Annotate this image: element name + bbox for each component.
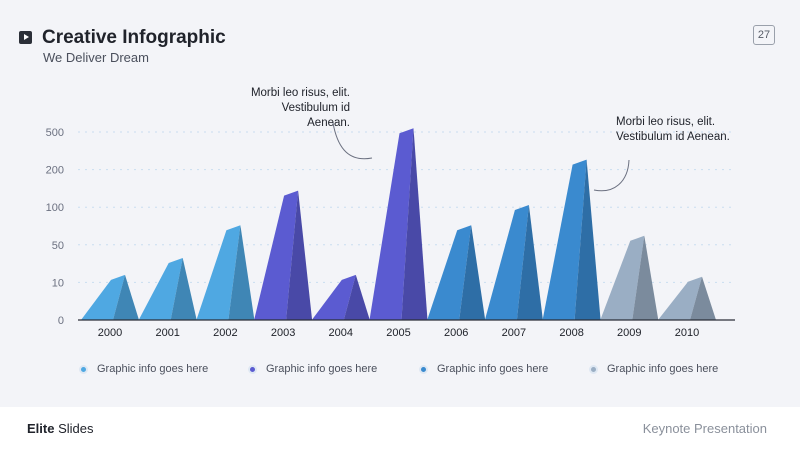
bar-face-side [170, 257, 197, 320]
x-tick-label: 2007 [502, 327, 526, 339]
bar-face-front [600, 235, 645, 320]
x-tick-label: 2010 [675, 327, 699, 339]
bar-face-front [658, 276, 702, 320]
footer-brand: Elite Slides [27, 421, 94, 436]
x-tick-label: 2004 [329, 327, 353, 339]
bar-2007 [484, 204, 543, 320]
chart-x-labels: 2000 2001 2002 2003 2004 2005 2006 2007 2008 2009… [98, 327, 699, 339]
bar-face-side [228, 225, 255, 320]
x-tick-label: 2005 [386, 327, 410, 339]
bar-2000 [81, 274, 139, 320]
play-icon [19, 31, 32, 44]
y-tick-label: 100 [46, 202, 64, 214]
callout-connector-1 [332, 122, 373, 160]
bar-face-front [254, 190, 299, 320]
legend-dot-3 [419, 365, 428, 374]
x-tick-label: 2000 [98, 327, 122, 339]
bar-face-front [196, 225, 241, 320]
bar-face-side [632, 235, 659, 320]
page-subtitle: We Deliver Dream [43, 50, 149, 65]
bar-face-side [401, 128, 428, 320]
x-tick-label: 2008 [559, 327, 583, 339]
callout-connector-2 [593, 159, 630, 192]
callout-text-1: Morbi leo risus, elit. Vestibulum id Aen… [250, 87, 350, 129]
bar-face-front [427, 225, 472, 320]
bar-face-side [516, 204, 543, 320]
page-title: Creative Infographic [42, 27, 226, 48]
chart-y-ticks: 0 10 50 100 200 500 [46, 127, 64, 327]
bar-face-side [459, 225, 486, 320]
x-tick-label: 2001 [155, 327, 179, 339]
bar-2003 [254, 190, 313, 320]
bar-face-front [542, 159, 587, 320]
legend-label-1: Graphic info goes here [97, 363, 209, 375]
bar-face-front [81, 274, 125, 320]
x-tick-label: 2003 [271, 327, 295, 339]
bar-face-front [369, 128, 414, 320]
chart-bars [81, 128, 716, 320]
bar-2010 [658, 276, 716, 320]
slide: Creative Infographic We Deliver Dream 27… [19, 25, 775, 375]
bar-face-side [343, 274, 370, 320]
bar-face-side [574, 159, 601, 320]
bar-2005 [369, 128, 428, 320]
x-tick-label: 2006 [444, 327, 468, 339]
bar-2008 [542, 159, 601, 320]
footer-right-text: Keynote Presentation [642, 421, 767, 436]
bar-face-side [286, 190, 313, 320]
y-tick-label: 50 [52, 240, 64, 252]
page-number-badge: 27 [753, 25, 775, 45]
legend-label-3: Graphic info goes here [437, 363, 549, 375]
bar-face-side [690, 276, 716, 320]
legend-dot-4 [589, 365, 598, 374]
callout-text-2: Morbi leo risus, elit. Vestibulum id Aen… [616, 116, 730, 143]
bar-face-front [138, 257, 183, 320]
y-tick-label: 200 [46, 165, 64, 177]
footer-brand-bold: Elite [27, 421, 55, 436]
bar-2009 [600, 235, 659, 320]
footer-brand-rest: Slides [54, 421, 94, 436]
bar-2006 [427, 225, 486, 320]
bar-face-side [113, 274, 139, 320]
bar-2004 [311, 274, 370, 320]
footer: Elite Slides Keynote Presentation [0, 407, 800, 450]
y-tick-label: 500 [46, 127, 64, 139]
legend-label-4: Graphic info goes here [607, 363, 719, 375]
bar-2001 [138, 257, 197, 320]
y-tick-label: 0 [58, 315, 64, 327]
legend-label-2: Graphic info goes here [266, 363, 378, 375]
bar-face-front [484, 204, 529, 320]
bar-face-front [311, 274, 356, 320]
x-tick-label: 2002 [213, 327, 237, 339]
legend-dot-1 [79, 365, 88, 374]
y-tick-label: 10 [52, 277, 64, 289]
bar-2002 [196, 225, 255, 320]
legend-dot-2 [248, 365, 257, 374]
x-tick-label: 2009 [617, 327, 641, 339]
